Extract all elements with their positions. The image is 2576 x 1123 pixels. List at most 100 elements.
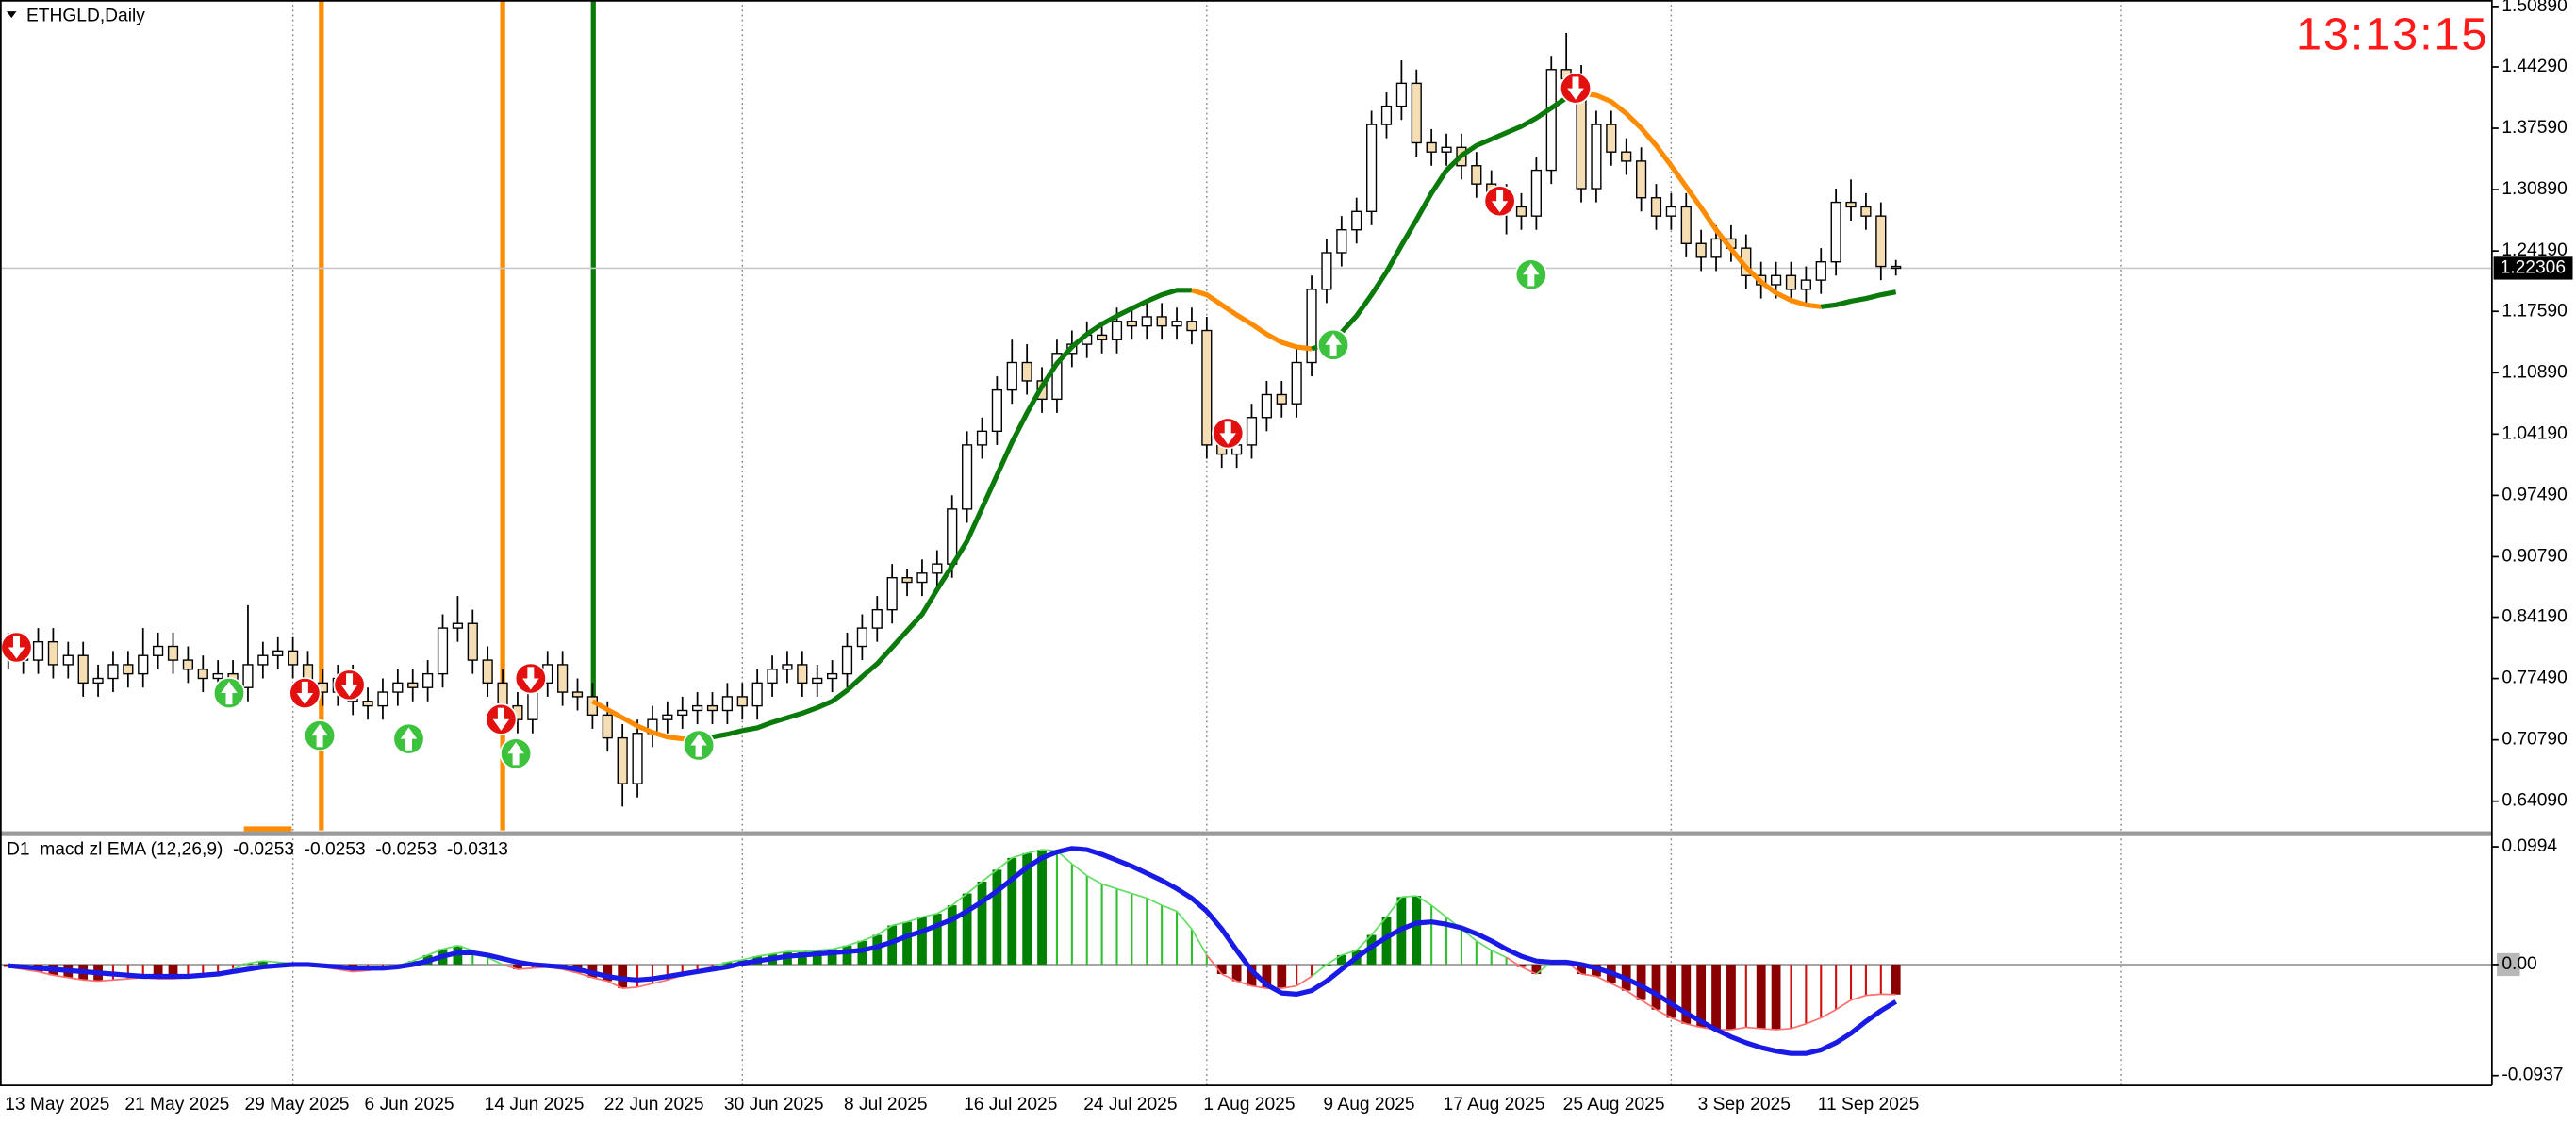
zero-label-box xyxy=(2497,952,2520,977)
candle-body xyxy=(1111,321,1123,340)
candle-body xyxy=(886,576,898,611)
macd-line xyxy=(247,960,263,965)
candle-body xyxy=(392,682,404,693)
macd-line xyxy=(427,948,443,956)
macd-line xyxy=(636,983,653,988)
candle-body xyxy=(1097,334,1108,340)
histogram-bar xyxy=(1262,964,1272,989)
menu-triangle[interactable] xyxy=(6,11,17,19)
macd-line xyxy=(1775,1027,1792,1031)
indicator-value: -0.0253 xyxy=(305,840,366,860)
trend-line xyxy=(591,699,698,742)
histogram-bar xyxy=(917,917,927,965)
candle-body xyxy=(242,664,254,688)
histogram-bar xyxy=(812,950,822,965)
macd-line xyxy=(1865,993,1881,997)
macd-line xyxy=(1086,874,1103,885)
macd-line xyxy=(1415,895,1432,906)
candle-body xyxy=(212,672,223,680)
candle-body xyxy=(92,677,104,685)
buy-icon xyxy=(1514,258,1547,291)
histogram-bar xyxy=(1445,917,1448,965)
x-tick-label: 30 Jun 2025 xyxy=(724,1095,824,1115)
candle-body xyxy=(827,672,838,680)
histogram-bar xyxy=(153,964,163,980)
histogram-bar xyxy=(1849,964,1853,1000)
indicator-value: -0.0313 xyxy=(447,840,508,860)
candle-body xyxy=(1441,146,1452,153)
histogram-bar xyxy=(1277,964,1287,989)
macd-line xyxy=(966,881,983,895)
histogram-bar xyxy=(1475,940,1478,965)
candle-body xyxy=(62,654,74,666)
histogram-bar xyxy=(797,951,807,965)
histogram-bar xyxy=(947,905,957,965)
macd-pane xyxy=(0,846,2492,1056)
histogram-bar xyxy=(887,925,898,965)
indicator-value: -0.0253 xyxy=(233,840,294,860)
candle-body xyxy=(571,691,584,698)
current-price-label: 1.22306 xyxy=(2501,258,2566,278)
histogram-bar xyxy=(1505,957,1508,965)
histogram-bar xyxy=(168,964,178,980)
y-tick-label: 0.64090 xyxy=(2502,791,2567,811)
x-tick-label: 24 Jul 2025 xyxy=(1083,1095,1177,1115)
buy-icon xyxy=(303,719,337,752)
macd-line xyxy=(832,945,848,950)
candle-body xyxy=(1141,316,1152,327)
y-tick-label: 1.44290 xyxy=(2502,57,2567,76)
buy-icon xyxy=(499,737,533,770)
candle-body xyxy=(1366,124,1378,212)
histogram-bar xyxy=(257,961,268,965)
candle-body xyxy=(1830,201,1841,263)
candle-body xyxy=(497,682,508,707)
candle-body xyxy=(1665,206,1676,217)
histogram-bar xyxy=(932,913,942,965)
macd-line xyxy=(412,954,428,962)
macd-line xyxy=(1101,883,1117,890)
x-tick-label: 1 Aug 2025 xyxy=(1203,1095,1295,1115)
candle-body xyxy=(782,664,793,670)
candle-body xyxy=(1051,353,1063,401)
macd-line xyxy=(727,959,743,964)
macd-line xyxy=(1176,910,1193,930)
indicator-name: D1 macd zl EMA (12,26,9) xyxy=(7,840,223,860)
macd-line xyxy=(502,964,519,970)
candle-body xyxy=(1336,229,1347,254)
candle-body xyxy=(736,696,748,707)
candle-body xyxy=(1680,206,1692,244)
macd-line xyxy=(801,950,817,952)
candle-body xyxy=(1891,265,1902,270)
macd-line xyxy=(1191,928,1208,956)
candle-body xyxy=(123,664,134,675)
candle-body xyxy=(602,714,613,739)
histogram-bar xyxy=(992,869,1002,965)
candle-body xyxy=(437,627,449,675)
candle-body xyxy=(1351,210,1362,231)
candle-body xyxy=(288,650,299,666)
y-tick-label: -0.0937 xyxy=(2502,1065,2563,1085)
candle-body xyxy=(1021,361,1032,382)
macd-line xyxy=(1580,973,1597,978)
current-price-box xyxy=(2493,256,2573,280)
macd-line xyxy=(1641,999,1657,1011)
candle-body xyxy=(1591,124,1602,190)
candle-body xyxy=(1800,279,1811,290)
trend-line xyxy=(1191,288,1313,352)
macd-line xyxy=(1012,852,1028,859)
candle-body xyxy=(721,696,733,712)
candle-body xyxy=(1695,242,1707,258)
candle-body xyxy=(272,650,284,656)
histogram-bar xyxy=(636,964,639,987)
macd-line xyxy=(1476,940,1493,951)
candle-body xyxy=(797,664,808,685)
macd-line xyxy=(622,985,638,989)
x-tick-label: 14 Jun 2025 xyxy=(485,1095,585,1115)
histogram-bar xyxy=(1460,929,1462,965)
macd-line xyxy=(1626,989,1643,1001)
macd-line xyxy=(921,913,938,918)
buy-icon xyxy=(682,729,716,762)
trend-line xyxy=(1820,289,1897,309)
candle-body xyxy=(1171,321,1182,327)
macd-line xyxy=(981,868,998,883)
